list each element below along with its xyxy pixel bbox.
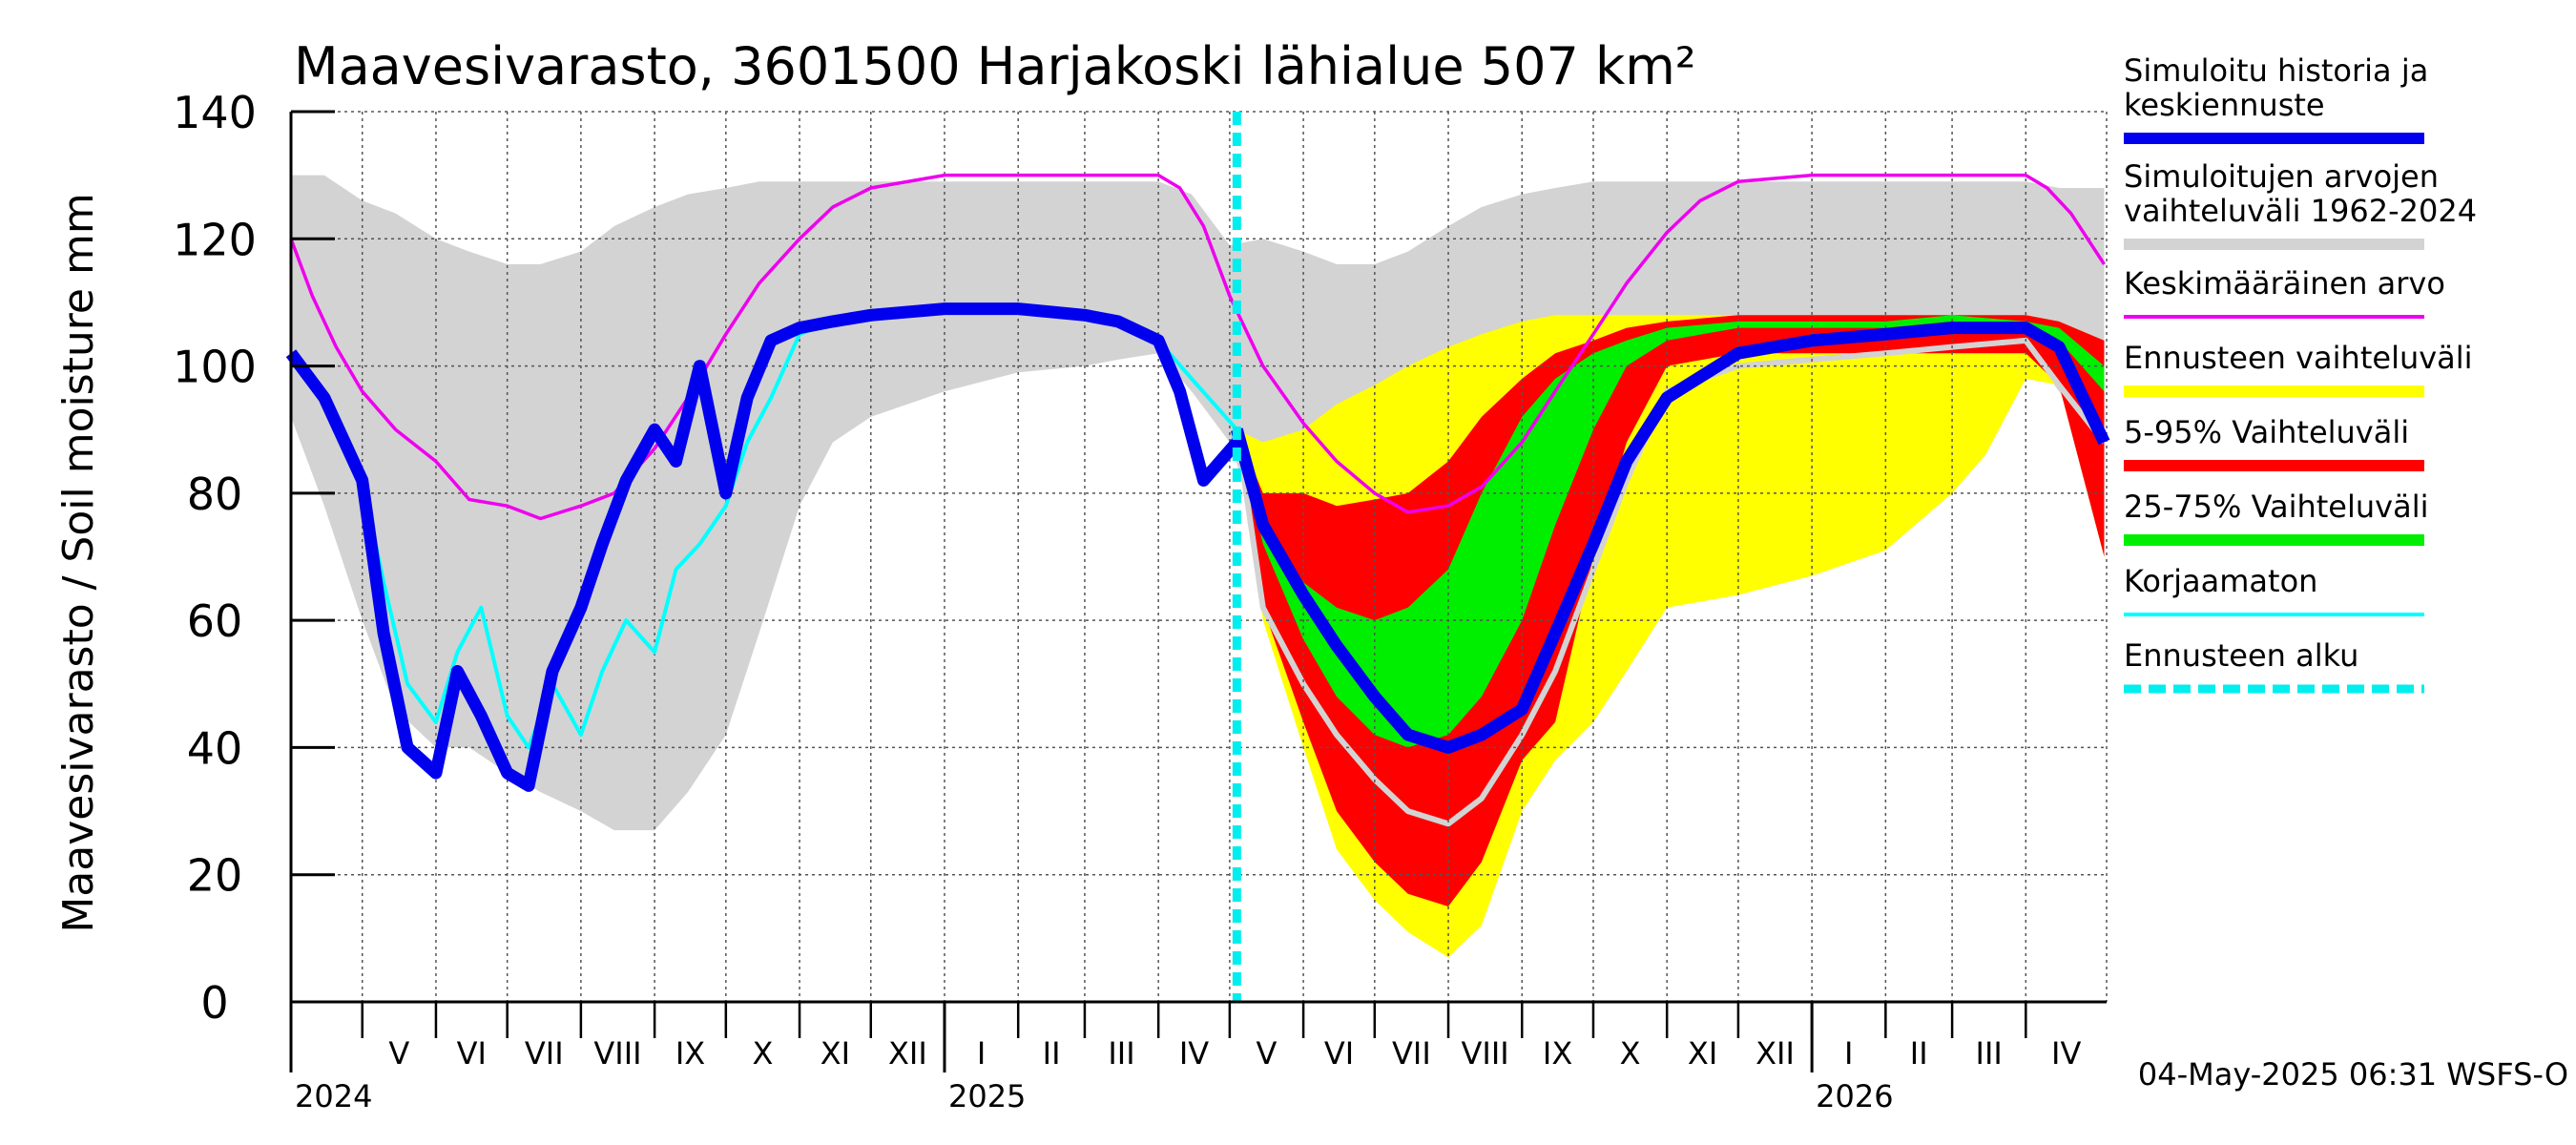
month-label: XI xyxy=(1688,1035,1717,1072)
year-label: 2026 xyxy=(1816,1078,1893,1114)
legend-item: Korjaamaton xyxy=(2124,563,2424,616)
month-label: VI xyxy=(457,1035,487,1072)
month-label: I xyxy=(977,1035,986,1072)
legend-label: 5-95% Vaihteluväli xyxy=(2124,414,2409,450)
month-label: IX xyxy=(675,1035,705,1072)
mean-line xyxy=(289,173,2106,521)
month-label: V xyxy=(1257,1035,1278,1072)
year-label: 2024 xyxy=(295,1078,372,1114)
plot-area xyxy=(285,111,2110,1002)
forecast-median-line xyxy=(1231,322,2110,754)
legend-label: Ennusteen vaihteluväli xyxy=(2124,340,2473,376)
legend-item: Ennusteen alku xyxy=(2124,637,2424,694)
legend-item: Ennusteen vaihteluväli xyxy=(2124,340,2473,397)
month-label: V xyxy=(388,1035,409,1072)
legend-item: Keskimääräinen arvo xyxy=(2124,265,2445,319)
y-axis-label: Maavesivarasto / Soil moisture mm xyxy=(54,193,103,932)
forecast-25-75-band xyxy=(1236,315,2105,748)
month-label: VIII xyxy=(593,1035,641,1072)
legend-label: Ennusteen alku xyxy=(2124,637,2358,674)
month-label: VII xyxy=(525,1035,564,1072)
y-tick-label: 120 xyxy=(173,214,257,265)
month-label: XII xyxy=(1755,1035,1795,1072)
grid-lines xyxy=(291,111,2108,1002)
y-tick-label: 140 xyxy=(173,87,257,138)
month-label: III xyxy=(1108,1035,1134,1072)
legend-label: Korjaamaton xyxy=(2124,563,2317,599)
y-tick-label: 20 xyxy=(187,850,243,902)
legend-item: 25-75% Vaihteluväli xyxy=(2124,489,2428,546)
month-label: VIII xyxy=(1461,1035,1508,1072)
month-label: XII xyxy=(888,1035,927,1072)
legend-item: Simuloitu historia ja keskiennuste xyxy=(2124,52,2428,144)
y-tick-label: 80 xyxy=(187,468,243,520)
legend-label: Keskimääräinen arvo xyxy=(2124,265,2445,302)
y-tick-label: 0 xyxy=(200,977,228,1029)
year-label: 2025 xyxy=(948,1078,1026,1114)
y-tick-label: 60 xyxy=(187,595,243,647)
legend-item: 5-95% Vaihteluväli xyxy=(2124,414,2424,471)
month-label: II xyxy=(1043,1035,1061,1072)
legend-label: Simuloitu historia ja keskiennuste xyxy=(2124,52,2428,123)
legend-label: Simuloitujen arvojen vaihteluväli 1962-20… xyxy=(2124,158,2477,229)
month-label: IX xyxy=(1543,1035,1572,1072)
month-label: VII xyxy=(1392,1035,1431,1072)
legend-item: Simuloitujen arvojen vaihteluväli 1962-20… xyxy=(2124,158,2477,250)
month-label: X xyxy=(1620,1035,1641,1072)
month-label: I xyxy=(1844,1035,1853,1072)
month-label: IV xyxy=(2051,1035,2081,1072)
y-tick-label: 40 xyxy=(187,722,243,774)
legend: Simuloitu historia ja keskiennuste Simuloi… xyxy=(2124,52,2477,694)
month-label: III xyxy=(1976,1035,2003,1072)
footer-timestamp: 04-May-2025 06:31 WSFS-O xyxy=(2138,1056,2568,1093)
month-label: XI xyxy=(821,1035,850,1072)
chart-title: Maavesivarasto, 3601500 Harjakoski lähia… xyxy=(294,36,1696,96)
month-label: VI xyxy=(1324,1035,1354,1072)
month-label: X xyxy=(752,1035,773,1072)
simulated-history-line xyxy=(285,302,1242,792)
month-label: II xyxy=(1910,1035,1928,1072)
legend-label: 25-75% Vaihteluväli xyxy=(2124,489,2428,525)
forecast-5-95-band xyxy=(1236,315,2105,906)
y-tick-label: 100 xyxy=(173,342,257,393)
month-label: IV xyxy=(1179,1035,1209,1072)
